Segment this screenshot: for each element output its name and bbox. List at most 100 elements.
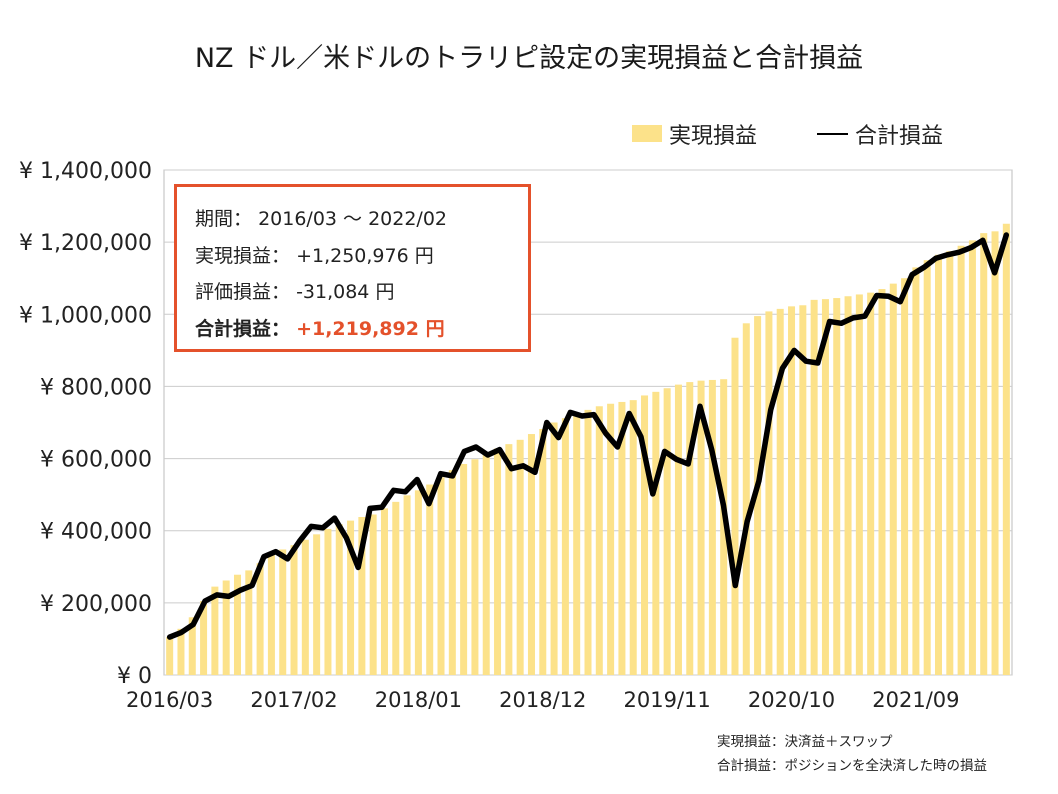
x-tick-label: 2020/10 <box>748 688 835 712</box>
bar <box>980 233 988 675</box>
x-tick-label: 2018/01 <box>375 688 462 712</box>
bar <box>765 311 773 675</box>
line-series-total <box>166 232 1010 640</box>
period-label: 期間： <box>195 208 253 230</box>
bar <box>516 439 524 675</box>
bar <box>267 554 275 675</box>
bar <box>335 524 343 675</box>
period-row: 期間： 2016/03 ～ 2022/02 <box>195 201 528 238</box>
bar <box>426 484 434 675</box>
bar <box>527 434 535 675</box>
summary-box: 期間： 2016/03 ～ 2022/02 実現損益： +1,250,976 円… <box>174 184 531 352</box>
realized-value: +1,250,976 円 <box>296 244 434 267</box>
realized-label: 実現損益： <box>195 244 291 267</box>
y-tick-label: ¥ 200,000 <box>40 592 152 617</box>
bar <box>505 444 513 675</box>
bar <box>347 520 355 675</box>
total-row: 合計損益： +1,219,892 円 <box>195 311 528 348</box>
bar <box>878 289 886 675</box>
unrealized-label: 評価損益： <box>195 281 291 303</box>
bar <box>256 563 264 675</box>
bar <box>448 470 456 675</box>
bar <box>946 251 954 676</box>
bar <box>754 316 762 675</box>
bar <box>889 283 897 675</box>
bar <box>471 459 479 675</box>
bar <box>573 414 581 675</box>
bar <box>844 296 852 675</box>
total-label: 合計損益： <box>195 317 291 340</box>
chart-title: NZ ドル／米ドルのトラリピ設定の実現損益と合計損益 <box>194 43 864 74</box>
bar <box>595 406 603 675</box>
bar <box>991 231 999 676</box>
legend-total-label: 合計損益 <box>855 124 943 149</box>
bar <box>618 401 626 675</box>
bar <box>821 299 829 675</box>
bar <box>697 380 705 675</box>
bar <box>742 323 750 675</box>
y-tick-label: ¥ 600,000 <box>40 448 152 473</box>
bar <box>923 260 931 675</box>
bar <box>279 549 287 675</box>
bar <box>629 400 637 675</box>
bar <box>414 490 422 675</box>
bar <box>674 384 682 675</box>
x-tick-label: 2018/12 <box>499 688 586 712</box>
bar <box>968 240 976 675</box>
bar <box>686 382 694 675</box>
y-tick-label: ¥ 1,400,000 <box>19 159 152 184</box>
bar <box>392 501 400 675</box>
bar <box>912 267 920 675</box>
bar <box>708 379 716 675</box>
bar <box>810 299 818 675</box>
bar <box>901 278 909 675</box>
bar <box>799 305 807 675</box>
bar <box>301 539 309 675</box>
bar <box>561 418 569 675</box>
bar <box>403 495 411 675</box>
bar <box>245 570 253 675</box>
footnote-realized: 実現損益：決済益＋スワップ <box>717 734 893 750</box>
bar <box>833 298 841 675</box>
total-line <box>166 232 1010 640</box>
axis-layer: ¥ 0 ¥ 200,000 ¥ 400,000 ¥ 600,000 ¥ 800,000 ¥… <box>19 159 959 712</box>
bar <box>494 448 502 675</box>
bar <box>177 628 185 675</box>
bar <box>663 388 671 675</box>
bar <box>200 601 208 675</box>
y-tick-label: ¥ 400,000 <box>40 520 152 545</box>
bar <box>460 463 468 675</box>
bar <box>358 517 366 675</box>
bar <box>607 403 615 675</box>
bar <box>776 308 784 675</box>
y-tick-label: ¥ 1,200,000 <box>19 231 152 256</box>
bar <box>550 422 558 675</box>
period-value: 2016/03 ～ 2022/02 <box>258 208 448 230</box>
bar <box>222 580 230 675</box>
bar <box>641 395 649 675</box>
bar <box>867 292 875 675</box>
bar-series-realized <box>166 223 1010 676</box>
y-tick-label: ¥ 1,000,000 <box>19 303 152 328</box>
unrealized-row: 評価損益： -31,084 円 <box>195 274 528 311</box>
bar <box>369 514 377 675</box>
x-tick-label: 2017/02 <box>250 688 337 712</box>
x-tick-label: 2016/03 <box>126 688 213 712</box>
footnote-total: 合計損益：ポジションを全決済した時の損益 <box>717 758 987 774</box>
bar <box>957 245 965 675</box>
bar <box>731 337 739 675</box>
realized-row: 実現損益： +1,250,976 円 <box>195 238 528 275</box>
bar <box>652 391 660 675</box>
legend-realized-label: 実現損益 <box>669 124 757 149</box>
x-tick-label: 2021/09 <box>872 688 959 712</box>
x-tick-label: 2019/11 <box>624 688 711 712</box>
bar <box>324 528 332 675</box>
bar <box>855 294 863 675</box>
bar <box>188 617 196 675</box>
bar <box>788 306 796 675</box>
bar <box>584 409 592 675</box>
bar <box>935 254 943 675</box>
bar <box>166 637 174 675</box>
y-tick-label: ¥ 800,000 <box>40 375 152 400</box>
